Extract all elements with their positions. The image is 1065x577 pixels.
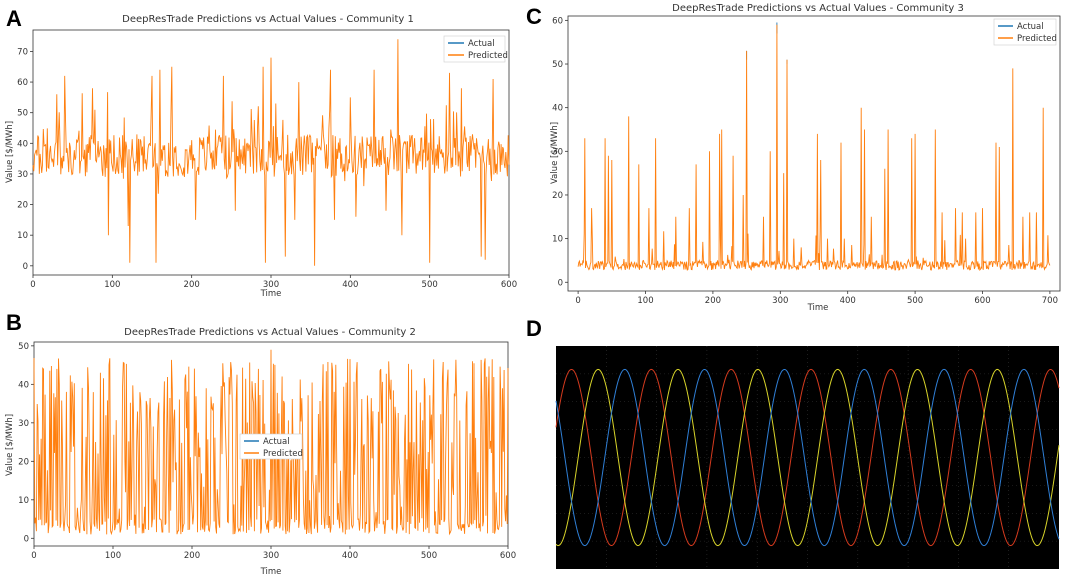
chart-c-xtick-label: 300	[772, 296, 788, 306]
chart-b-xtick-label: 400	[342, 551, 358, 561]
chart-a-xtick-label: 100	[104, 280, 120, 290]
chart-a-ytick-label: 0	[23, 262, 28, 272]
chart-a-ytick-label: 30	[17, 170, 28, 180]
chart-c-xtick-label: 600	[974, 296, 990, 306]
oscilloscope-wave-red	[555, 368, 1060, 547]
chart-a-xtick-label: 600	[501, 280, 517, 290]
chart-a-xtick-label: 0	[30, 280, 35, 290]
chart-c-frame	[567, 15, 1061, 292]
chart-b-xtick-label: 300	[263, 551, 279, 561]
chart-a-xtick-label: 200	[184, 280, 200, 290]
chart-c-title: DeepResTrade Predictions vs Actual Value…	[672, 3, 964, 14]
chart-c-ytick-label: 0	[558, 278, 563, 288]
chart-c-ytick-label: 40	[552, 104, 563, 114]
chart-a-ytick-label: 40	[17, 139, 28, 149]
chart-c-xtick-label: 700	[1042, 296, 1058, 306]
chart-b-ylabel: Value [$/MWh]	[5, 414, 15, 476]
chart-c-ytick-label: 30	[552, 147, 563, 157]
panel-label-a: A	[6, 6, 22, 31]
oscilloscope-screen	[556, 346, 1059, 569]
chart-b-ytick-label: 30	[18, 419, 29, 429]
chart-b-ytick-label: 50	[18, 342, 29, 352]
chart-a-ylabel: Value [$/MWh]	[5, 121, 15, 183]
chart-b-series-predicted	[33, 349, 509, 536]
chart-b-xtick-label: 600	[500, 551, 516, 561]
chart-c-xtick-label: 400	[840, 296, 856, 306]
chart-c-ytick-label: 10	[552, 235, 563, 245]
chart-c-xtick-label: 500	[907, 296, 923, 306]
chart-b-ytick-label: 0	[24, 534, 29, 544]
chart-a-xlabel: Time	[260, 289, 282, 299]
chart-b-legend-predicted: Predicted	[263, 449, 303, 459]
chart-b-legend-actual: Actual	[263, 437, 290, 447]
chart-a-ytick-label: 20	[17, 201, 28, 211]
oscilloscope-wave-yellow	[555, 368, 1060, 547]
chart-b-ytick-label: 10	[18, 496, 29, 506]
oscilloscope-wave-blue	[555, 368, 1060, 547]
chart-a-title: DeepResTrade Predictions vs Actual Value…	[122, 14, 414, 25]
panel-label-d: D	[526, 316, 542, 341]
chart-c-xlabel: Time	[807, 303, 829, 313]
chart-c-xtick-label: 0	[575, 296, 580, 306]
chart-b-xtick-label: 200	[184, 551, 200, 561]
chart-a-ytick-label: 60	[17, 78, 28, 88]
chart-a-series-predicted	[32, 39, 510, 266]
chart-c-legend-predicted: Predicted	[1017, 34, 1057, 44]
chart-a-legend-actual: Actual	[468, 39, 495, 49]
chart-b-legend: Actual Predicted	[239, 433, 303, 460]
chart-community-3: DeepResTrade Predictions vs Actual Value…	[550, 3, 1061, 313]
chart-b-xtick-label: 500	[421, 551, 437, 561]
chart-a-ytick-label: 50	[17, 109, 28, 119]
chart-c-xtick-label: 100	[637, 296, 653, 306]
chart-a-legend: Actual Predicted	[443, 35, 508, 63]
chart-c-series-predicted	[577, 24, 1051, 271]
panel-label-c: C	[526, 4, 542, 29]
chart-a-xtick-label: 400	[342, 280, 358, 290]
chart-c-ytick-label: 50	[552, 60, 563, 70]
chart-b-xtick-label: 100	[105, 551, 121, 561]
chart-community-2: DeepResTrade Predictions vs Actual Value…	[5, 327, 516, 577]
chart-a-ytick-label: 70	[17, 47, 28, 57]
oscilloscope-three-phase	[555, 346, 1060, 569]
chart-b-xlabel: Time	[260, 567, 282, 577]
chart-c-legend: Actual Predicted	[993, 18, 1057, 46]
chart-c-xtick-label: 200	[705, 296, 721, 306]
chart-b-ytick-label: 20	[18, 457, 29, 467]
chart-b-ytick-label: 40	[18, 380, 29, 390]
chart-a-legend-predicted: Predicted	[468, 51, 508, 61]
chart-c-ylabel: Value [$/MWh]	[550, 122, 560, 184]
chart-b-xtick-label: 0	[31, 551, 36, 561]
chart-a-ytick-label: 10	[17, 231, 28, 241]
chart-b-title: DeepResTrade Predictions vs Actual Value…	[124, 327, 416, 338]
panel-label-b: B	[6, 310, 22, 335]
chart-c-ytick-label: 20	[552, 191, 563, 201]
chart-a-xtick-label: 500	[422, 280, 438, 290]
chart-c-ytick-label: 60	[552, 16, 563, 26]
chart-a-xtick-label: 300	[263, 280, 279, 290]
chart-c-legend-actual: Actual	[1017, 22, 1044, 32]
chart-community-1: DeepResTrade Predictions vs Actual Value…	[5, 14, 517, 299]
